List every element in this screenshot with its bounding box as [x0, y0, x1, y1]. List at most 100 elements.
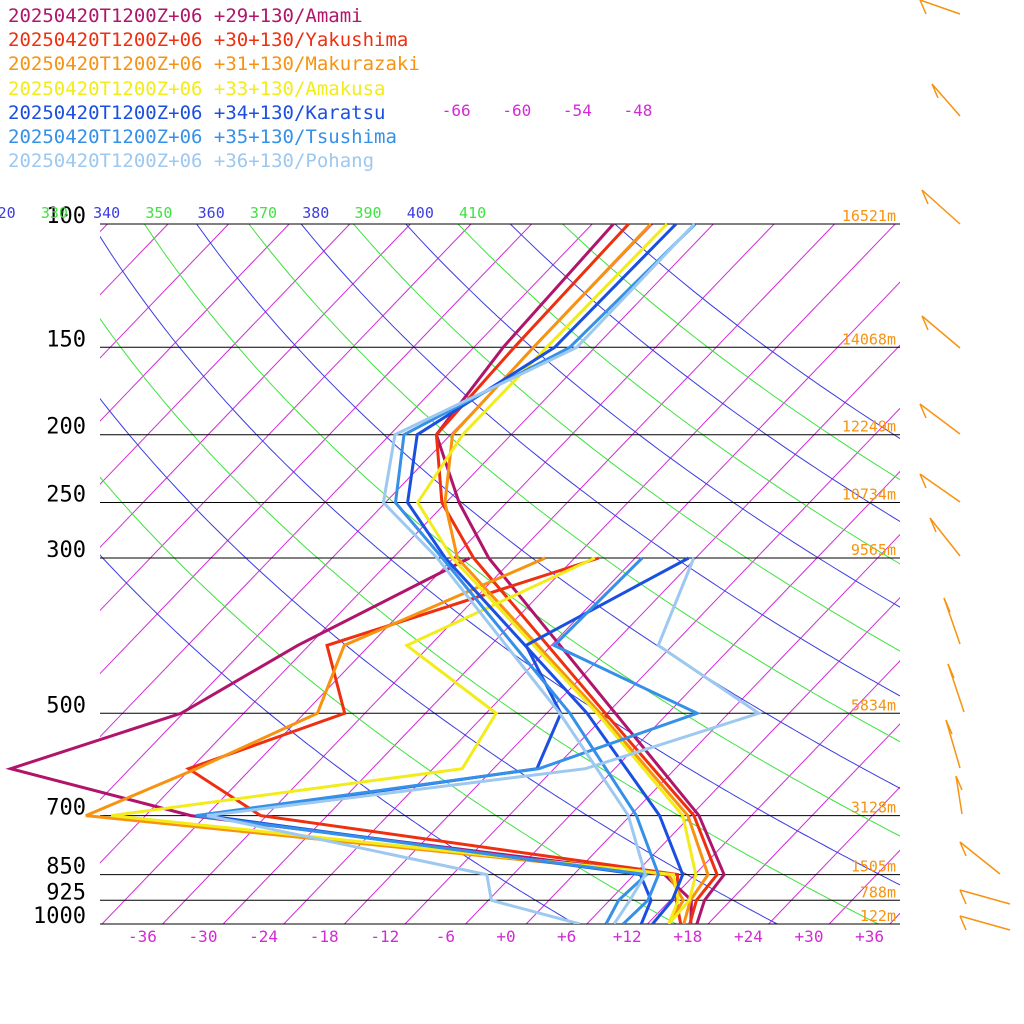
wind-barb-flag: [945, 719, 953, 735]
isotherm: [586, 597, 900, 924]
legend-entry: 20250420T1200Z+06 +30+130/Yakushima: [8, 29, 409, 52]
isentrope: [561, 224, 900, 481]
height-label: 5834m: [851, 696, 896, 714]
isotherm: [283, 281, 900, 924]
pressure-label: 150: [46, 327, 86, 352]
isotherm: [889, 912, 900, 924]
wind-barb-flag: [943, 597, 951, 613]
profiles: [5, 222, 763, 924]
wind-barb-flag: [931, 83, 939, 99]
isobars: [100, 223, 900, 925]
temperature-profile: [381, 222, 696, 924]
isentrope-label: 360: [198, 204, 225, 222]
isentrope-label: 350: [145, 204, 172, 222]
top-temperature-label: -66: [442, 101, 471, 120]
temperature-tick-label: +36: [855, 927, 884, 946]
isotherm: [950, 224, 1024, 924]
isentrope: [509, 224, 900, 523]
height-label: 9565m: [851, 541, 896, 559]
isotherm: [100, 224, 411, 549]
wind-barb-flag: [929, 517, 937, 533]
pressure-label: 500: [46, 693, 86, 718]
wind-barb-flag: [959, 915, 967, 931]
isentrope-label: 390: [354, 204, 381, 222]
isentrope: [248, 224, 900, 743]
isotherm: [525, 533, 900, 924]
temperature-tick-label: -18: [310, 927, 339, 946]
isentrope-label: 400: [407, 204, 434, 222]
temperature-tick-label: -36: [128, 927, 157, 946]
isentrope: [405, 224, 900, 608]
pressure-label: 925: [46, 880, 86, 905]
legend: 20250420T1200Z+06 +29+130/Amami 20250420T…: [8, 4, 420, 173]
isotherm: [768, 786, 900, 924]
legend-entry: 20250420T1200Z+06 +31+130/Makurazaki: [8, 53, 420, 76]
wind-barb: [959, 841, 1001, 875]
temperature-profile: [434, 223, 726, 924]
legend-entry: 20250420T1200Z+06 +29+130/Amami: [8, 5, 363, 27]
temperature-tick-label: -6: [436, 927, 455, 946]
wind-barb-flag: [919, 403, 927, 419]
height-label: 1505m: [851, 858, 896, 876]
dewpoint-profile: [195, 556, 702, 924]
isentrope: [100, 554, 577, 924]
isentrope-label: 340: [93, 204, 120, 222]
isentrope: [457, 224, 900, 565]
temperature-tick-label: -24: [249, 927, 278, 946]
wind-barb: [959, 915, 1011, 931]
wind-barb: [945, 719, 961, 769]
temperature-tick-label: +24: [734, 927, 763, 946]
temperature-profile: [415, 222, 698, 924]
isotherm: [100, 224, 229, 359]
height-label: 3128m: [851, 799, 896, 817]
wind-barb-flag: [947, 663, 955, 679]
isentrope: [100, 476, 678, 924]
wind-barb: [921, 189, 961, 225]
wind-barb-flag: [919, 0, 927, 15]
isentrope: [100, 235, 900, 886]
isotherm: [100, 224, 472, 612]
isotherm: [100, 224, 532, 675]
temperature-profile: [434, 222, 719, 924]
legend-entry: 20250420T1200Z+06 +33+130/Amakusa: [8, 77, 386, 100]
height-label: 12249m: [842, 418, 896, 436]
wind-barb: [921, 315, 961, 349]
temperature-tick-label: -12: [370, 927, 399, 946]
wind-barb-flag: [959, 841, 967, 857]
pressure-label: 1000: [33, 904, 86, 929]
pressure-label: 700: [46, 796, 86, 821]
isotherm: [404, 407, 900, 924]
wind-barb: [929, 517, 961, 557]
isotherm: [100, 224, 593, 738]
isotherm: [100, 224, 351, 485]
isentrope-label: 380: [302, 204, 329, 222]
pressure-label: 300: [46, 538, 86, 563]
dewpoint-profile: [85, 556, 686, 924]
wind-barbs: [919, 0, 1011, 931]
wind-barb: [955, 775, 963, 815]
top-temperature-label: -48: [624, 101, 653, 120]
background-lines: [100, 224, 1024, 924]
pressure-label: 250: [46, 483, 86, 508]
isentrope: [352, 224, 900, 652]
wind-barb: [919, 0, 961, 15]
height-label: 122m: [860, 907, 896, 925]
pressure-label: 850: [46, 855, 86, 880]
height-label: 10734m: [842, 486, 896, 504]
isentrope-label: 370: [250, 204, 277, 222]
dewpoint-profile: [111, 556, 680, 924]
isotherm: [465, 470, 900, 924]
isentrope-label: 410: [459, 204, 486, 222]
pressure-label: 100: [46, 204, 86, 229]
temperature-tick-label: +18: [673, 927, 702, 946]
temperature-profile: [443, 222, 710, 924]
legend-entry: 20250420T1200Z+06 +34+130/Karatsu: [8, 101, 386, 124]
legend-entry: 20250420T1200Z+06 +36+130/Pohang: [8, 150, 375, 173]
isentrope-label: 330: [41, 204, 68, 222]
isotherm: [647, 660, 900, 924]
temperature-tick-label: +6: [557, 927, 576, 946]
isotherm: [100, 224, 290, 422]
wind-barb-flag: [919, 473, 927, 489]
